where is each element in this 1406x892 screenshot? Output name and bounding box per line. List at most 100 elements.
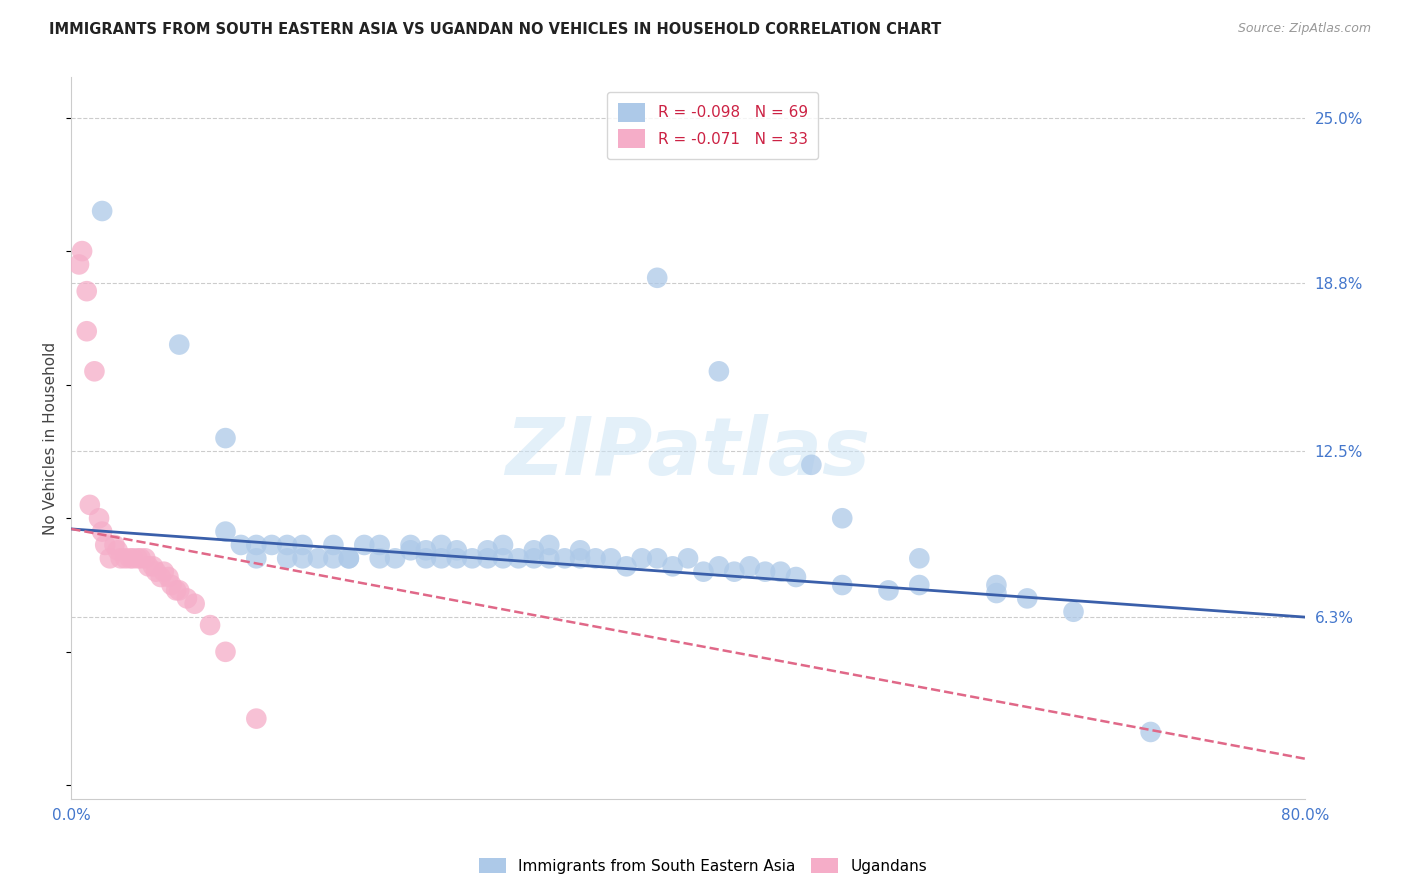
Point (384, 551, 406, 566)
Point (492, 551, 515, 566)
Point (508, 551, 530, 566)
Text: ZIPatlas: ZIPatlas (506, 414, 870, 491)
Point (110, 551, 132, 566)
Point (337, 551, 360, 566)
Point (353, 538, 375, 552)
Point (399, 538, 422, 552)
Point (368, 551, 391, 566)
Point (145, 565, 167, 579)
Point (523, 543, 546, 558)
Legend: Immigrants from South Eastern Asia, Ugandans: Immigrants from South Eastern Asia, Ugan… (472, 852, 934, 880)
Point (276, 538, 298, 552)
Point (149, 570, 172, 584)
Point (129, 551, 152, 566)
Point (1017, 591, 1039, 606)
Point (91, 524, 114, 539)
Point (738, 559, 761, 574)
Point (986, 578, 1008, 592)
Point (103, 538, 125, 552)
Point (446, 543, 468, 558)
Point (676, 551, 699, 566)
Point (165, 583, 187, 598)
Point (98, 551, 121, 566)
Point (94, 538, 117, 552)
Point (153, 565, 176, 579)
Point (260, 538, 283, 552)
Point (91, 204, 114, 219)
Point (83, 364, 105, 378)
Point (322, 551, 344, 566)
Point (446, 551, 468, 566)
Point (630, 551, 652, 566)
Y-axis label: No Vehicles in Household: No Vehicles in Household (44, 342, 58, 534)
Point (160, 578, 183, 592)
Point (477, 543, 499, 558)
Point (461, 551, 484, 566)
Point (492, 538, 515, 552)
Point (569, 551, 592, 566)
Point (707, 559, 730, 574)
Point (307, 551, 329, 566)
Point (415, 551, 437, 566)
Point (291, 551, 314, 566)
Point (76, 284, 98, 298)
Point (229, 538, 252, 552)
Point (585, 551, 607, 566)
Point (707, 364, 730, 378)
Point (831, 578, 853, 592)
Point (276, 551, 298, 566)
Point (114, 551, 136, 566)
Point (67, 257, 90, 271)
Point (176, 591, 198, 606)
Point (79, 498, 101, 512)
Point (118, 551, 141, 566)
Point (769, 565, 792, 579)
Point (554, 551, 576, 566)
Point (138, 559, 160, 574)
Point (245, 712, 267, 726)
Point (477, 551, 499, 566)
Point (692, 565, 714, 579)
Point (87, 511, 110, 525)
Point (600, 551, 623, 566)
Point (322, 538, 344, 552)
Point (523, 551, 546, 566)
Point (76, 324, 98, 338)
Legend: R = -0.098   N = 69, R = -0.071   N = 33: R = -0.098 N = 69, R = -0.071 N = 33 (607, 92, 818, 159)
Point (645, 551, 668, 566)
Point (430, 551, 453, 566)
Point (214, 645, 236, 659)
Point (70, 244, 93, 258)
Point (198, 618, 221, 632)
Point (142, 559, 165, 574)
Point (430, 538, 453, 552)
Point (399, 543, 422, 558)
Point (245, 551, 267, 566)
Point (877, 583, 900, 598)
Point (214, 524, 236, 539)
Point (368, 538, 391, 552)
Point (127, 551, 149, 566)
Point (569, 543, 592, 558)
Point (1063, 605, 1085, 619)
Point (167, 337, 190, 351)
Point (908, 578, 931, 592)
Point (214, 431, 236, 445)
Point (107, 543, 129, 558)
Point (661, 559, 683, 574)
Point (831, 511, 853, 525)
Point (1139, 725, 1161, 739)
Point (183, 597, 205, 611)
Point (538, 538, 561, 552)
Point (754, 565, 776, 579)
Point (908, 551, 931, 566)
Point (167, 583, 190, 598)
Point (986, 586, 1008, 600)
Text: Source: ZipAtlas.com: Source: ZipAtlas.com (1237, 22, 1371, 36)
Point (122, 551, 145, 566)
Point (723, 565, 745, 579)
Point (645, 270, 668, 285)
Point (291, 538, 314, 552)
Point (415, 543, 437, 558)
Point (134, 551, 156, 566)
